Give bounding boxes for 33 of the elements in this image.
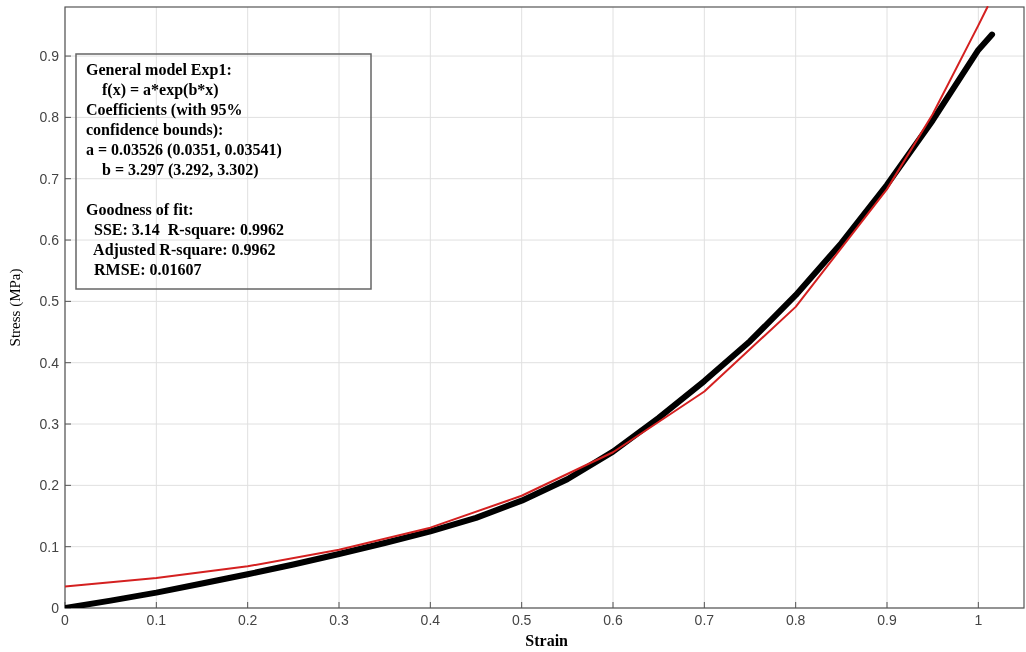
y-tick-label: 0.6 (39, 232, 60, 249)
x-tick-label: 0.1 (146, 612, 167, 628)
x-axis-title: Strain (525, 632, 569, 649)
y-tick-label: 0.1 (39, 538, 60, 555)
x-tick-label: 0.2 (237, 612, 258, 628)
y-tick-label: 0.5 (39, 293, 60, 310)
annotation: b = 3.297 (3.292, 3.302) (86, 161, 259, 179)
x-tick-label: 1 (974, 612, 983, 628)
annotation: Adjusted R-square: 0.9962 (86, 241, 276, 259)
y-axis-title: Stress (MPa) (7, 268, 24, 347)
annotation: General model Exp1: (86, 61, 232, 79)
y-tick-label: 0.2 (39, 477, 60, 494)
y-tick-label: 0.9 (39, 48, 60, 65)
y-tick-label: 0.8 (39, 109, 60, 126)
y-tick-label: 0.4 (39, 354, 60, 371)
x-tick-label: 0.5 (511, 612, 532, 628)
x-tick-label: 0.8 (785, 612, 806, 628)
annotation: f(x) = a*exp(b*x) (86, 81, 219, 99)
y-tick-label: 0 (51, 600, 60, 616)
x-tick-label: 0.3 (329, 612, 349, 628)
annotation: confidence bounds): (86, 121, 224, 139)
y-tick-label: 0.7 (39, 170, 60, 187)
annotation: a = 0.03526 (0.0351, 0.03541) (86, 141, 282, 159)
x-tick-label: 0.6 (603, 612, 623, 628)
annotation: SSE: 3.14 R-square: 0.9962 (86, 221, 284, 239)
x-tick-label: 0.9 (877, 612, 897, 628)
x-tick-label: 0.7 (694, 612, 715, 628)
y-tick-label: 0.3 (39, 416, 60, 433)
annotation: RMSE: 0.01607 (86, 261, 202, 278)
annotation: Goodness of fit: (86, 201, 194, 218)
annotation: Coefficients (with 95% (86, 101, 243, 119)
x-tick-label: 0.4 (420, 612, 441, 628)
x-tick-label: 0 (61, 612, 70, 628)
